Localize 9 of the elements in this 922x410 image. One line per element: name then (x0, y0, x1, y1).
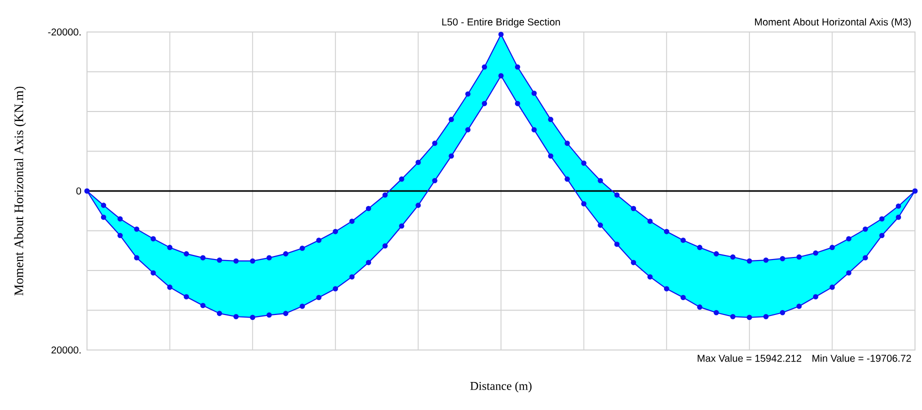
y-axis-title: Moment About Horizontal Axis (KN.m) (14, 86, 26, 296)
y-tick-label: 20000. (52, 346, 81, 354)
text: Min Value = -19706.72 (812, 354, 911, 362)
y-tick-label: 0 (76, 187, 82, 195)
chart-title: L50 - Entire Bridge Section (442, 18, 560, 28)
y-tick-label: -20000. (48, 28, 81, 36)
text: Max Value = 15942.212 (698, 354, 802, 362)
x-axis-title: Distance (m) (470, 382, 532, 392)
chart-subtitle: Moment About Horizontal Axis (M3) (755, 18, 911, 28)
